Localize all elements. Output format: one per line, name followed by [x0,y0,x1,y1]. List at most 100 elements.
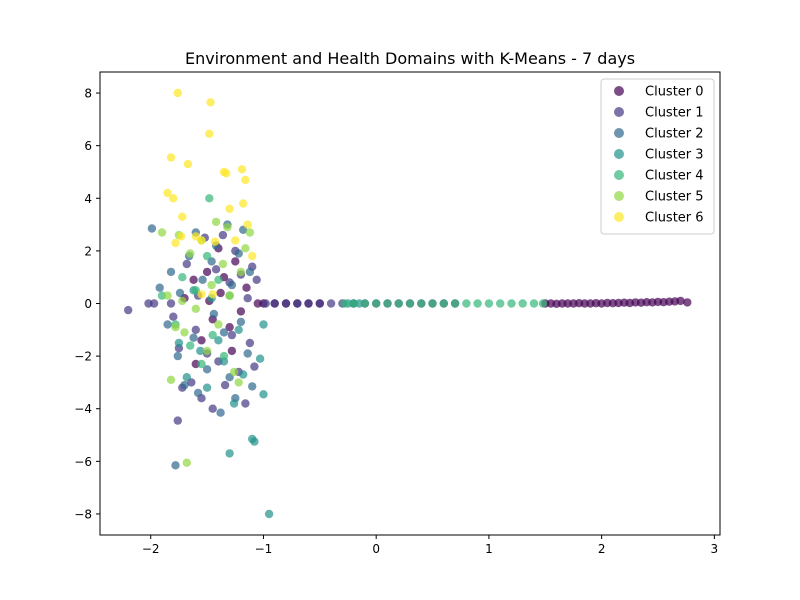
point-cluster-0 [227,346,237,356]
point-cluster-1 [218,230,228,240]
point-cluster-3 [234,325,243,334]
point-cluster-6 [166,153,176,162]
point-cluster-6 [243,220,252,229]
point-cluster-4 [417,299,426,308]
point-cluster-1 [250,362,259,371]
point-cluster-5 [191,304,200,313]
point-cluster-4 [439,299,448,308]
point-cluster-6 [237,165,247,174]
point-cluster-1 [124,305,133,315]
point-cluster-4 [214,275,223,284]
legend-label: Cluster 0 [645,85,704,100]
legend: Cluster 0 Cluster 1 Cluster 2 Cluster 3 Clus… [600,78,715,235]
point-cluster-1 [191,325,200,334]
point-cluster-5 [171,323,180,332]
point-cluster-6 [222,169,231,178]
point-cluster-2 [248,382,257,391]
point-cluster-3 [255,354,265,363]
point-cluster-4 [405,299,415,308]
point-cluster-2 [173,351,182,361]
point-cluster-5 [182,458,191,467]
point-cluster-6 [177,232,186,241]
point-cluster-1 [149,299,159,308]
point-cluster-6 [206,98,215,107]
point-cluster-0 [236,307,246,316]
point-cluster-4 [219,351,229,361]
point-cluster-1 [252,275,261,284]
point-cluster-5 [211,217,221,227]
point-cluster-1 [182,259,191,269]
point-cluster-5 [166,375,176,384]
point-cluster-3 [259,320,268,329]
point-cluster-4 [450,299,460,308]
point-cluster-1 [293,299,302,308]
point-cluster-1 [166,299,176,308]
point-cluster-4 [538,299,548,308]
point-cluster-5 [157,228,167,237]
x-tick-label: 1 [485,542,493,556]
point-cluster-3 [239,370,248,379]
point-cluster-0 [683,298,692,307]
point-cluster-2 [175,288,185,298]
point-cluster-3 [225,449,234,458]
y-axis: −8 −6 −4 −2 0 2 4 6 8 [74,87,100,521]
point-cluster-5 [207,280,216,290]
point-cluster-6 [183,159,193,169]
point-cluster-1 [326,299,336,308]
point-cluster-4 [529,299,539,308]
point-cluster-6 [225,204,234,213]
point-cluster-5 [229,367,239,377]
point-cluster-5 [236,267,246,277]
point-cluster-1 [304,299,313,308]
point-cluster-2 [236,317,246,327]
point-cluster-3 [264,509,274,519]
point-cluster-0 [676,296,685,306]
point-cluster-5 [186,249,195,258]
point-cluster-5 [214,320,223,329]
point-cluster-6 [248,251,257,261]
point-cluster-6 [210,237,220,246]
point-cluster-4 [340,299,349,308]
point-cluster-5 [218,259,228,269]
point-cluster-0 [225,323,234,332]
point-cluster-2 [155,283,164,292]
y-tick-label: −6 [74,455,92,469]
point-cluster-5 [223,223,232,232]
x-tick-label: −2 [142,542,160,556]
point-cluster-1 [261,299,270,308]
point-cluster-4 [383,299,392,308]
point-cluster-2 [209,309,219,319]
legend-label: Cluster 3 [645,148,704,163]
legend-label: Cluster 1 [645,106,704,121]
point-cluster-4 [197,359,206,369]
point-cluster-2 [189,333,198,342]
point-cluster-0 [231,257,240,266]
point-cluster-4 [473,299,482,308]
point-cluster-0 [202,267,212,277]
point-cluster-3 [214,336,223,345]
point-cluster-4 [372,299,381,308]
point-cluster-4 [186,341,195,350]
point-cluster-2 [180,380,189,390]
point-cluster-2 [166,267,176,277]
point-cluster-6 [171,238,180,248]
point-cluster-6 [163,188,172,198]
x-axis: −2 −1 0 1 2 3 [142,535,718,556]
legend-label: Cluster 4 [645,169,704,184]
point-cluster-6 [208,290,217,299]
point-cluster-4 [205,194,214,203]
point-cluster-1 [220,380,230,390]
point-cluster-2 [202,365,212,374]
point-cluster-4 [507,299,516,308]
point-cluster-2 [227,280,237,290]
point-cluster-6 [197,290,206,299]
point-cluster-2 [245,267,255,277]
point-cluster-2 [243,349,252,358]
point-cluster-6 [239,199,248,208]
point-cluster-1 [227,330,237,340]
point-cluster-4 [394,299,403,308]
point-cluster-2 [198,275,207,284]
points-layer [124,88,692,519]
point-cluster-5 [245,228,255,237]
